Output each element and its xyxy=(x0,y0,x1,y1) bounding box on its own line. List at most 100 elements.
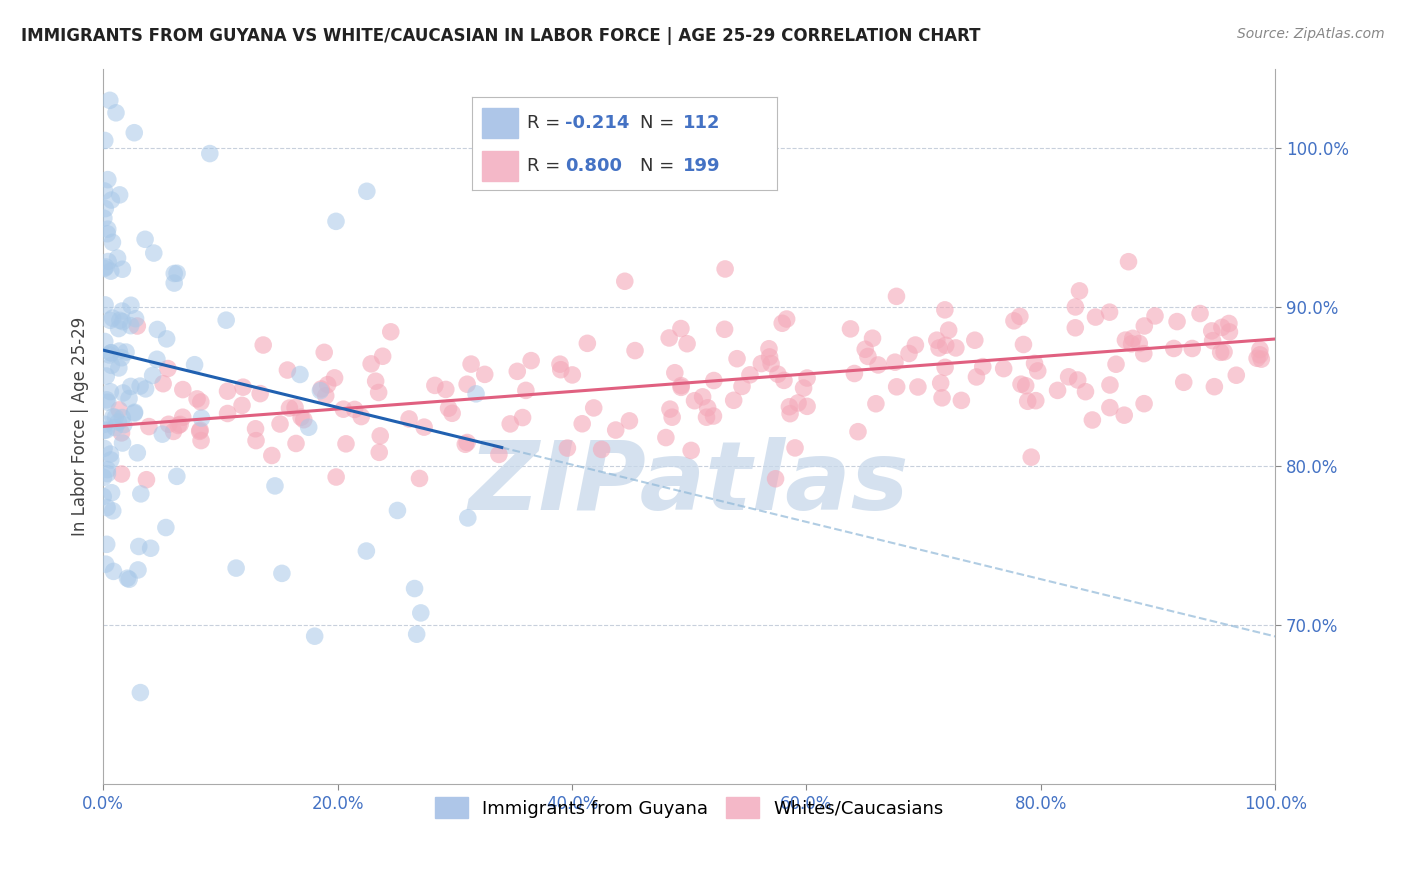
Point xyxy=(150,427,173,442)
Point xyxy=(1166,315,1188,329)
Point xyxy=(93,442,115,456)
Point xyxy=(898,346,921,360)
Point xyxy=(862,331,884,345)
Point xyxy=(658,402,681,417)
Point xyxy=(270,566,292,581)
Point xyxy=(124,406,146,420)
Point xyxy=(360,357,382,371)
Point xyxy=(669,321,692,335)
Point xyxy=(413,420,436,434)
Point xyxy=(683,393,706,408)
Point xyxy=(100,193,122,207)
Point xyxy=(725,351,748,366)
Point xyxy=(288,368,311,382)
Point xyxy=(965,370,987,384)
Point xyxy=(117,571,139,585)
Point xyxy=(371,349,394,363)
Point xyxy=(844,367,866,381)
Point xyxy=(118,572,141,586)
Point xyxy=(107,321,129,335)
Point xyxy=(134,232,156,246)
Point xyxy=(1218,325,1240,339)
Point xyxy=(576,336,599,351)
Point xyxy=(186,392,208,406)
Point xyxy=(624,343,647,358)
Point xyxy=(364,374,387,388)
Point xyxy=(423,378,446,392)
Legend: Immigrants from Guyana, Whites/Caucasians: Immigrants from Guyana, Whites/Caucasian… xyxy=(427,790,950,825)
Point xyxy=(1122,331,1144,345)
Point xyxy=(188,425,211,439)
Point xyxy=(96,462,118,476)
Point xyxy=(166,266,188,280)
Point xyxy=(884,355,907,369)
Text: Source: ZipAtlas.com: Source: ZipAtlas.com xyxy=(1237,27,1385,41)
Point xyxy=(1025,393,1047,408)
Point xyxy=(111,410,134,425)
Point xyxy=(886,289,908,303)
Point xyxy=(104,420,127,434)
Point xyxy=(162,425,184,439)
Point xyxy=(460,357,482,371)
Point xyxy=(409,606,432,620)
Point xyxy=(380,325,402,339)
Point xyxy=(437,401,460,416)
Point xyxy=(591,442,613,457)
Point xyxy=(1057,369,1080,384)
Point xyxy=(766,367,789,381)
Point xyxy=(1133,346,1156,360)
Point xyxy=(343,402,366,417)
Point xyxy=(676,336,699,351)
Point xyxy=(1046,384,1069,398)
Point xyxy=(110,425,132,440)
Point xyxy=(929,376,952,390)
Point xyxy=(1163,342,1185,356)
Point xyxy=(1081,413,1104,427)
Point xyxy=(713,322,735,336)
Text: ZIPatlas: ZIPatlas xyxy=(470,437,910,530)
Point xyxy=(1010,377,1032,392)
Point xyxy=(779,407,801,421)
Point xyxy=(309,384,332,398)
Y-axis label: In Labor Force | Age 25-29: In Labor Force | Age 25-29 xyxy=(72,317,89,536)
Point xyxy=(169,417,191,432)
Point xyxy=(94,260,117,274)
Point xyxy=(520,353,543,368)
Point xyxy=(408,471,430,485)
Point xyxy=(738,368,761,382)
Point xyxy=(1024,356,1046,370)
Point xyxy=(335,437,357,451)
Point xyxy=(839,322,862,336)
Point xyxy=(120,298,142,312)
Point xyxy=(696,401,718,415)
Point xyxy=(108,187,131,202)
Point xyxy=(101,311,124,326)
Point xyxy=(97,395,120,409)
Point xyxy=(1067,373,1090,387)
Point xyxy=(963,333,986,347)
Point xyxy=(1246,351,1268,366)
Point xyxy=(1008,310,1031,324)
Point xyxy=(94,298,117,312)
Point xyxy=(97,254,120,268)
Point xyxy=(190,434,212,448)
Point xyxy=(853,343,876,357)
Point xyxy=(605,423,627,437)
Point xyxy=(93,261,115,276)
Point xyxy=(108,360,131,375)
Point xyxy=(139,541,162,556)
Point xyxy=(155,520,177,534)
Point xyxy=(183,358,205,372)
Point xyxy=(188,423,211,437)
Point xyxy=(658,331,681,345)
Point xyxy=(325,470,347,484)
Point xyxy=(172,410,194,425)
Point xyxy=(100,359,122,373)
Point xyxy=(100,447,122,461)
Point xyxy=(434,383,457,397)
Point xyxy=(582,401,605,415)
Point xyxy=(101,235,124,250)
Point xyxy=(367,385,389,400)
Point xyxy=(290,410,312,425)
Point xyxy=(619,414,641,428)
